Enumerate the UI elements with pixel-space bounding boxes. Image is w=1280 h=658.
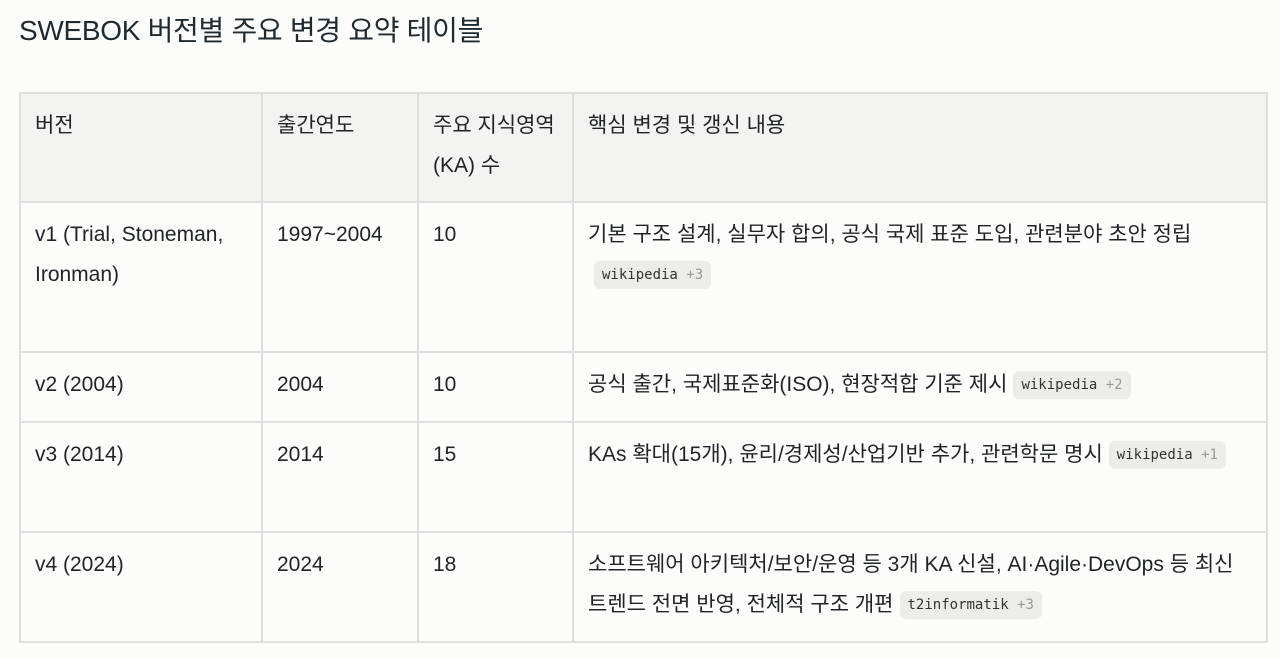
header-changes: 핵심 변경 및 갱신 내용	[572, 92, 1268, 203]
cell-changes: 기본 구조 설계, 실무자 합의, 공식 국제 표준 도입, 관련분야 초안 정…	[572, 201, 1268, 353]
changes-text: 소프트웨어 아키텍처/보안/운영 등 3개 KA 신설, AI·Agile·De…	[588, 553, 1234, 616]
page-title: SWEBOK 버전별 주요 변경 요약 테이블	[19, 15, 484, 46]
cell-changes: 공식 출간, 국제표준화(ISO), 현장적합 기준 제시 wikipedia +…	[572, 351, 1268, 423]
citation-more-count: +3	[1017, 597, 1034, 614]
swebok-table: 버전 출간연도 주요 지식영역(KA) 수 핵심 변경 및 갱신 내용 v1 (…	[19, 92, 1268, 643]
citation-source: wikipedia	[1116, 447, 1193, 464]
citation-more-count: +2	[1105, 377, 1123, 394]
cell-version: v3 (2014)	[19, 421, 263, 533]
citation-more-count: +3	[686, 267, 704, 284]
citation-more-count: +1	[1201, 447, 1218, 464]
changes-text: 공식 출간, 국제표준화(ISO), 현장적합 기준 제시	[588, 373, 1008, 396]
header-version: 버전	[19, 92, 263, 203]
changes-text: KAs 확대(15개), 윤리/경제성/산업기반 추가, 관련학문 명시	[588, 443, 1103, 466]
table-header-row: 버전 출간연도 주요 지식영역(KA) 수 핵심 변경 및 갱신 내용	[19, 92, 1268, 203]
cell-ka-count: 10	[417, 201, 574, 353]
citation-chip[interactable]: t2informatik +3	[899, 591, 1042, 620]
table-row: v2 (2004) 2004 10 공식 출간, 국제표준화(ISO), 현장적합 기…	[19, 351, 1268, 423]
changes-text: 기본 구조 설계, 실무자 합의, 공식 국제 표준 도입, 관련분야 초안 정…	[588, 223, 1192, 246]
cell-ka-count: 18	[417, 531, 574, 643]
citation-chip[interactable]: wikipedia +1	[1108, 441, 1226, 470]
cell-version: v4 (2024)	[19, 531, 263, 643]
citation-chip[interactable]: wikipedia +3	[594, 261, 712, 290]
cell-year: 1997~2004	[261, 201, 419, 353]
citation-chip[interactable]: wikipedia +2	[1013, 371, 1131, 400]
header-year: 출간연도	[261, 92, 419, 203]
citation-source: wikipedia	[1021, 377, 1098, 394]
table-row: v4 (2024) 2024 18 소프트웨어 아키텍처/보안/운영 등 3개 KA …	[19, 531, 1268, 643]
citation-source: wikipedia	[602, 267, 678, 284]
table-row: v3 (2014) 2014 15 KAs 확대(15개), 윤리/경제성/산업기반 …	[19, 421, 1268, 533]
cell-ka-count: 10	[417, 351, 574, 423]
header-ka-count: 주요 지식영역(KA) 수	[417, 92, 574, 203]
cell-ka-count: 15	[417, 421, 574, 533]
cell-version: v2 (2004)	[19, 351, 263, 423]
cell-version: v1 (Trial, Stoneman, Ironman)	[19, 201, 263, 353]
cell-changes: KAs 확대(15개), 윤리/경제성/산업기반 추가, 관련학문 명시 wiki…	[572, 421, 1268, 533]
cell-year: 2024	[261, 531, 419, 643]
table-row: v1 (Trial, Stoneman, Ironman) 1997~2004 10…	[19, 201, 1268, 353]
citation-source: t2informatik	[907, 597, 1009, 614]
cell-changes: 소프트웨어 아키텍처/보안/운영 등 3개 KA 신설, AI·Agile·De…	[572, 531, 1268, 643]
cell-year: 2004	[261, 351, 419, 423]
cell-year: 2014	[261, 421, 419, 533]
